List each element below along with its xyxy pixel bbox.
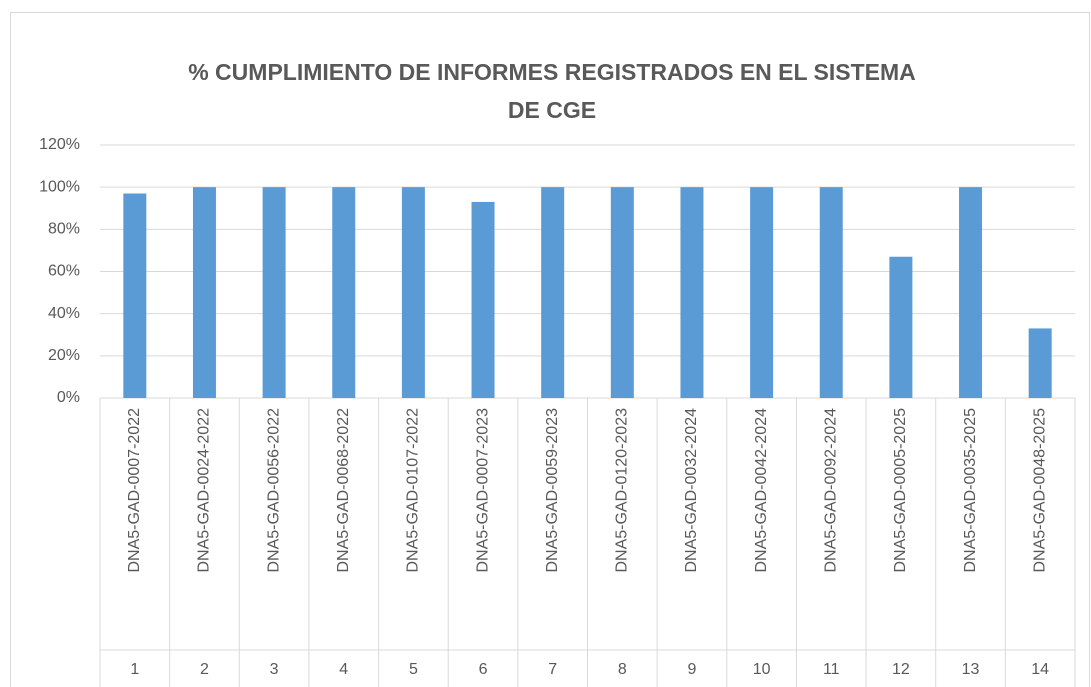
x-group-label: 5 (409, 661, 418, 678)
bar (471, 201, 495, 398)
x-group-label: 14 (1031, 661, 1049, 678)
x-tick-label: DNA5-GAD-0005-2025 (892, 408, 909, 573)
y-tick-label: 40% (48, 305, 80, 322)
y-tick-label: 0% (57, 389, 80, 406)
x-group-label: 7 (548, 661, 557, 678)
x-tick-label: DNA5-GAD-0068-2022 (335, 408, 352, 573)
x-group-label: 13 (962, 661, 980, 678)
bar (262, 187, 286, 398)
x-group-label: 2 (200, 661, 209, 678)
x-group-label: 3 (270, 661, 279, 678)
x-group-label: 10 (753, 661, 771, 678)
chart-title: DE CGE (508, 97, 596, 123)
bar (959, 187, 983, 398)
bar (819, 187, 843, 398)
x-tick-label: DNA5-GAD-0007-2022 (126, 408, 143, 573)
y-tick-label: 80% (48, 221, 80, 238)
x-tick-label: DNA5-GAD-0048-2025 (1031, 408, 1048, 573)
bar (401, 187, 425, 398)
y-tick-label: 20% (48, 347, 80, 364)
y-tick-label: 100% (39, 178, 80, 195)
x-tick-label: DNA5-GAD-0107-2022 (405, 408, 422, 573)
bar (1028, 328, 1052, 398)
x-group-label: 6 (479, 661, 488, 678)
bar (610, 187, 634, 398)
bar (680, 187, 704, 398)
x-group-label: 9 (688, 661, 697, 678)
x-tick-label: DNA5-GAD-0056-2022 (265, 408, 282, 573)
bar (889, 256, 913, 398)
x-tick-label: DNA5-GAD-0042-2024 (753, 408, 770, 573)
x-group-label: 11 (823, 661, 840, 678)
x-tick-label: DNA5-GAD-0092-2024 (822, 408, 839, 573)
x-tick-label: DNA5-GAD-0032-2024 (683, 408, 700, 573)
bar (541, 187, 565, 398)
y-tick-label: 60% (48, 263, 80, 280)
x-tick-label: DNA5-GAD-0007-2023 (474, 408, 491, 573)
y-tick-label: 120% (39, 136, 80, 153)
bar (750, 187, 774, 398)
x-tick-label: DNA5-GAD-0035-2025 (962, 408, 979, 573)
x-group-label: 4 (339, 661, 348, 678)
bar (192, 187, 216, 398)
x-group-label: 1 (130, 661, 139, 678)
x-group-label: 8 (618, 661, 627, 678)
bar (332, 187, 356, 398)
x-tick-label: DNA5-GAD-0059-2023 (544, 408, 561, 573)
bar (123, 193, 147, 398)
chart-title: % CUMPLIMIENTO DE INFORMES REGISTRADOS E… (188, 59, 916, 85)
x-tick-label: DNA5-GAD-0024-2022 (196, 408, 213, 573)
x-tick-label: DNA5-GAD-0120-2023 (614, 408, 631, 573)
x-group-label: 12 (892, 661, 910, 678)
